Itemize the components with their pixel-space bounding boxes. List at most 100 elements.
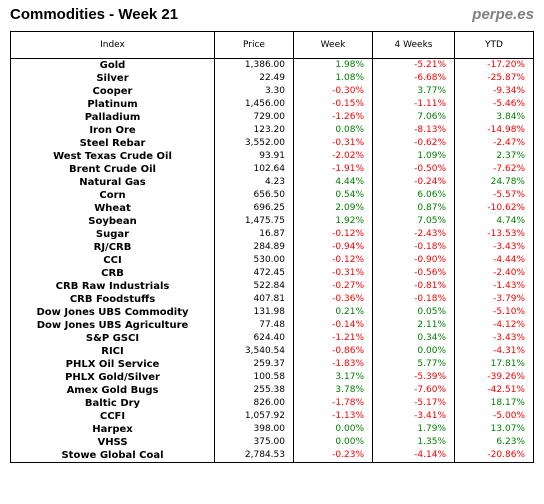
cell-index-name: Soybean	[10, 215, 215, 228]
cell-4-weeks-change: -8.13%	[372, 124, 455, 137]
cell-4-weeks-change: 0.87%	[372, 202, 455, 215]
cell-week-change: -0.36%	[293, 293, 373, 306]
cell-week-change: -0.23%	[293, 449, 373, 463]
cell-index-name: Palladium	[10, 111, 215, 124]
table-row: Amex Gold Bugs 255.38 3.78% -7.60% -42.51%	[10, 384, 534, 397]
table-header-row: Index Price Week 4 Weeks YTD	[10, 31, 534, 59]
table-row: Palladium 729.00 -1.26% 7.06% 3.84%	[10, 111, 534, 124]
column-header-week: Week	[293, 31, 373, 59]
cell-week-change: -1.91%	[293, 163, 373, 176]
cell-4-weeks-change: 7.06%	[372, 111, 455, 124]
cell-index-name: Wheat	[10, 202, 215, 215]
cell-ytd-change: -20.86%	[454, 449, 534, 463]
cell-4-weeks-change: -1.11%	[372, 98, 455, 111]
cell-price: 624.40	[214, 332, 294, 345]
cell-price: 4.23	[214, 176, 294, 189]
cell-index-name: Dow Jones UBS Commodity	[10, 306, 215, 319]
cell-ytd-change: -4.44%	[454, 254, 534, 267]
cell-4-weeks-change: -0.18%	[372, 241, 455, 254]
cell-ytd-change: -2.47%	[454, 137, 534, 150]
cell-price: 1,475.75	[214, 215, 294, 228]
cell-4-weeks-change: -3.41%	[372, 410, 455, 423]
cell-week-change: -0.94%	[293, 241, 373, 254]
cell-4-weeks-change: 0.34%	[372, 332, 455, 345]
cell-price: 22.49	[214, 72, 294, 85]
table-row: Dow Jones UBS Agriculture 77.48 -0.14% 2.11…	[10, 319, 534, 332]
cell-index-name: Corn	[10, 189, 215, 202]
cell-4-weeks-change: 1.09%	[372, 150, 455, 163]
cell-week-change: -0.12%	[293, 228, 373, 241]
table-row: CRB 472.45 -0.31% -0.56% -2.40%	[10, 267, 534, 280]
table-row: RJ/CRB 284.89 -0.94% -0.18% -3.43%	[10, 241, 534, 254]
cell-index-name: Dow Jones UBS Agriculture	[10, 319, 215, 332]
column-header-4-weeks: 4 Weeks	[372, 31, 455, 59]
cell-price: 3,540.54	[214, 345, 294, 358]
table-row: Wheat 696.25 2.09% 0.87% -10.62%	[10, 202, 534, 215]
cell-4-weeks-change: -5.17%	[372, 397, 455, 410]
cell-index-name: Sugar	[10, 228, 215, 241]
cell-index-name: Steel Rebar	[10, 137, 215, 150]
cell-index-name: Iron Ore	[10, 124, 215, 137]
cell-price: 398.00	[214, 423, 294, 436]
cell-4-weeks-change: -0.18%	[372, 293, 455, 306]
cell-4-weeks-change: 2.11%	[372, 319, 455, 332]
page-title: Commodities - Week 21	[10, 6, 179, 23]
cell-index-name: RJ/CRB	[10, 241, 215, 254]
cell-week-change: 1.92%	[293, 215, 373, 228]
cell-ytd-change: 17.81%	[454, 358, 534, 371]
cell-index-name: CRB Foodstuffs	[10, 293, 215, 306]
cell-week-change: -1.26%	[293, 111, 373, 124]
commodities-table: Index Price Week 4 Weeks YTD Gold 1,386.0…	[10, 31, 534, 463]
cell-ytd-change: -9.34%	[454, 85, 534, 98]
cell-4-weeks-change: -0.90%	[372, 254, 455, 267]
cell-index-name: CCFI	[10, 410, 215, 423]
cell-price: 729.00	[214, 111, 294, 124]
cell-price: 131.98	[214, 306, 294, 319]
cell-week-change: -1.13%	[293, 410, 373, 423]
table-row: Cooper 3.30 -0.30% 3.77% -9.34%	[10, 85, 534, 98]
cell-index-name: Natural Gas	[10, 176, 215, 189]
table-row: PHLX Oil Service 259.37 -1.83% 5.77% 17.81%	[10, 358, 534, 371]
cell-price: 656.50	[214, 189, 294, 202]
cell-4-weeks-change: -0.62%	[372, 137, 455, 150]
cell-week-change: -0.31%	[293, 267, 373, 280]
cell-index-name: Platinum	[10, 98, 215, 111]
table-row: Soybean 1,475.75 1.92% 7.05% 4.74%	[10, 215, 534, 228]
table-row: Corn 656.50 0.54% 6.06% -5.57%	[10, 189, 534, 202]
cell-ytd-change: 2.37%	[454, 150, 534, 163]
table-row: West Texas Crude Oil 93.91 -2.02% 1.09% 2.37…	[10, 150, 534, 163]
cell-price: 826.00	[214, 397, 294, 410]
brand-logo: perpe.es	[472, 6, 534, 23]
table-row: Natural Gas 4.23 4.44% -0.24% 24.78%	[10, 176, 534, 189]
cell-index-name: VHSS	[10, 436, 215, 449]
cell-index-name: Baltic Dry	[10, 397, 215, 410]
table-row: Steel Rebar 3,552.00 -0.31% -0.62% -2.47%	[10, 137, 534, 150]
cell-ytd-change: -5.00%	[454, 410, 534, 423]
cell-4-weeks-change: -6.68%	[372, 72, 455, 85]
cell-index-name: CRB Raw Industrials	[10, 280, 215, 293]
cell-index-name: Harpex	[10, 423, 215, 436]
table-row: Silver 22.49 1.08% -6.68% -25.87%	[10, 72, 534, 85]
cell-week-change: 0.00%	[293, 423, 373, 436]
cell-4-weeks-change: -0.56%	[372, 267, 455, 280]
cell-price: 3.30	[214, 85, 294, 98]
cell-index-name: PHLX Oil Service	[10, 358, 215, 371]
cell-week-change: -0.30%	[293, 85, 373, 98]
cell-week-change: -0.27%	[293, 280, 373, 293]
table-row: Harpex 398.00 0.00% 1.79% 13.07%	[10, 423, 534, 436]
cell-ytd-change: 18.17%	[454, 397, 534, 410]
cell-ytd-change: 6.23%	[454, 436, 534, 449]
cell-price: 2,784.53	[214, 449, 294, 463]
cell-4-weeks-change: -7.60%	[372, 384, 455, 397]
cell-price: 696.25	[214, 202, 294, 215]
cell-index-name: West Texas Crude Oil	[10, 150, 215, 163]
cell-ytd-change: -7.62%	[454, 163, 534, 176]
cell-week-change: -0.31%	[293, 137, 373, 150]
cell-ytd-change: 4.74%	[454, 215, 534, 228]
cell-ytd-change: -3.79%	[454, 293, 534, 306]
cell-4-weeks-change: 6.06%	[372, 189, 455, 202]
cell-ytd-change: -1.43%	[454, 280, 534, 293]
cell-4-weeks-change: -0.50%	[372, 163, 455, 176]
cell-4-weeks-change: -5.39%	[372, 371, 455, 384]
cell-4-weeks-change: 5.77%	[372, 358, 455, 371]
